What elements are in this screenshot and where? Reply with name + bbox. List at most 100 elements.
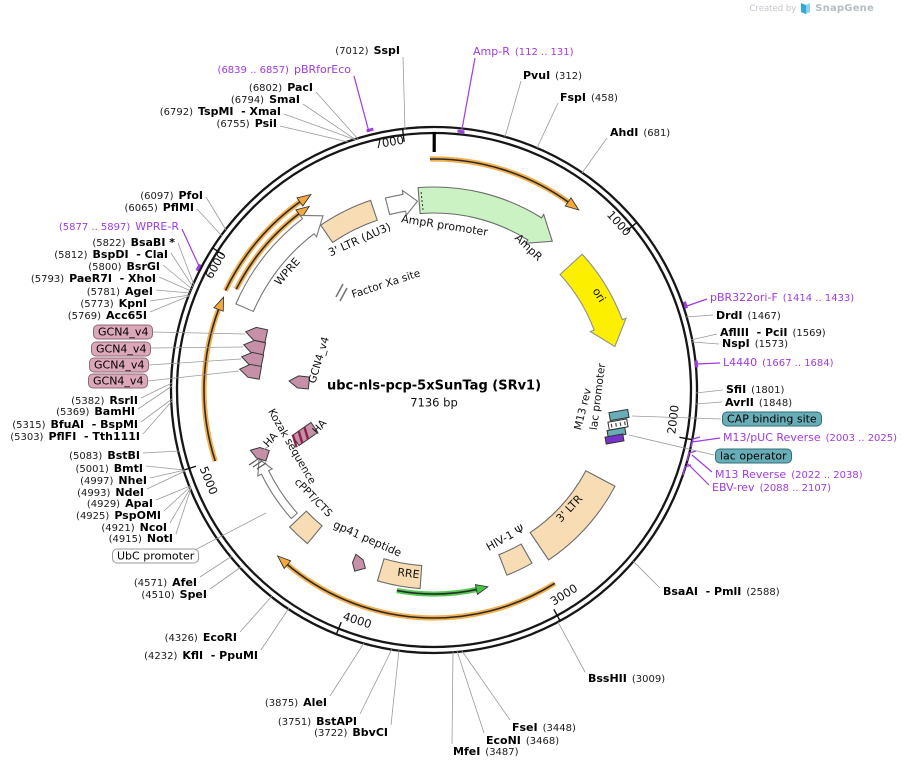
enzyme-label-part: BamHI xyxy=(94,405,135,418)
enzyme-label-part: (2022 .. 2038) xyxy=(791,470,863,481)
callout-BsaAI-PmlI xyxy=(632,560,661,589)
callout-NcoI xyxy=(169,486,192,524)
enzyme-label-part: WPRE-R xyxy=(135,220,179,233)
enzyme-label-part: (4510) xyxy=(141,590,175,601)
enzyme-label-part: EBV-rev xyxy=(712,481,755,494)
enzyme-label-part: KpnI xyxy=(118,297,147,310)
enzyme-label-part: (5781) xyxy=(86,287,121,298)
kozak-tick xyxy=(256,462,267,470)
callout-pBR322ori-F xyxy=(683,298,708,308)
enzyme-label-BbvCI: (3722) BbvCI xyxy=(314,724,388,740)
amp-r-mark xyxy=(457,129,465,134)
enzyme-label-TspMI-XmaI: (6792) TspMI - XmaI xyxy=(160,103,281,119)
enzyme-label-KpnI: (5773) KpnI xyxy=(80,295,147,311)
callout-AhdI xyxy=(581,137,608,174)
callout-KpnI xyxy=(149,294,191,302)
enzyme-label-NcoI: (4921) NcoI xyxy=(101,519,167,535)
enzyme-label-BspDI-ClaI: (5812) BspDI - ClaI xyxy=(54,246,168,262)
enzyme-label-BfuAI-BspMI: (5315) BfuAI - BspMI xyxy=(12,416,138,432)
plasmid-size: 7136 bp xyxy=(410,395,458,410)
ha-connector xyxy=(261,445,270,452)
enzyme-label-part: NotI xyxy=(146,532,173,545)
cap-binding-site-feature xyxy=(608,408,630,422)
gcn4-arrow-4 xyxy=(238,363,263,380)
enzyme-label-DrdI: DrdI (1467) xyxy=(716,307,781,323)
enzyme-label-part: (1573) xyxy=(754,339,788,350)
snapgene-watermark: Created by SnapGene xyxy=(749,2,874,15)
plasmid-title-block: ubc-nls-pcp-5xSunTag (SRv1) 7136 bp xyxy=(327,379,541,410)
callout-PflFI-Tth111I xyxy=(142,400,173,435)
enzyme-label-part: PflFI - Tth111I xyxy=(48,430,140,443)
enzyme-label-part: TspMI - XmaI xyxy=(197,105,281,118)
ori-label: ori xyxy=(590,286,609,305)
tick-mark xyxy=(401,128,405,142)
orf-top-head xyxy=(564,197,580,211)
enzyme-label-NdeI: (4993) NdeI xyxy=(77,484,144,500)
enzyme-label-part: (5793) xyxy=(30,274,65,285)
ha-connector xyxy=(309,431,319,437)
enzyme-label-part: FseI xyxy=(512,721,538,734)
enzyme-label-part: M13 Reverse xyxy=(715,468,787,481)
enzyme-label-part: (4915) xyxy=(108,534,142,545)
callout-PsiI xyxy=(279,125,349,143)
enzyme-label-part: (6802) xyxy=(248,83,283,94)
enzyme-label-part: NheI xyxy=(118,474,147,487)
callout-M13 Reverse xyxy=(691,454,713,473)
enzyme-label-NotI: (4915) NotI xyxy=(109,530,173,546)
cppt-cts-band xyxy=(288,510,323,545)
tick-mark xyxy=(212,247,224,256)
callout-PacI xyxy=(315,91,359,140)
orf-upper-left-outer-head xyxy=(296,193,312,207)
enzyme-label-BsrGI: (5800) BsrGI xyxy=(88,258,160,274)
enzyme-label-part: (6794) xyxy=(230,95,265,106)
callout-Acc65I xyxy=(149,295,190,313)
enzyme-label-RsrII: (5382) RsrII xyxy=(71,392,138,408)
callout-BstAPI xyxy=(359,648,393,715)
enzyme-label-part: (6839 .. 6857) xyxy=(217,65,289,76)
enzyme-label-part: (5769) xyxy=(67,311,102,322)
callout-CAP binding site xyxy=(631,415,722,420)
tick-mark xyxy=(626,221,638,232)
enzyme-label-part: (1801) xyxy=(751,385,785,396)
callout-BstBI xyxy=(142,450,180,454)
plasmid-backbone-outer xyxy=(169,125,699,655)
enzyme-label-FspI: FspI (458) xyxy=(560,89,618,105)
callout-NdeI xyxy=(146,470,186,490)
enzyme-label-AgeI: (5781) AgeI xyxy=(87,283,153,299)
enzyme-label-part: PvuI xyxy=(523,69,551,82)
enzyme-label-part: PaeR7I - XhoI xyxy=(69,272,156,285)
pbrforeco-mark xyxy=(366,127,374,133)
enzyme-label-AflIII-PciI: AflIII - PciI (1569) xyxy=(720,324,826,340)
callout-GCN4_v4 xyxy=(148,358,242,366)
callout-pBRforEco xyxy=(353,75,370,133)
tick-label-7000: 7000 xyxy=(374,133,405,152)
callout-PflMI xyxy=(196,208,223,237)
enzyme-label-part: (2003 .. 2025) xyxy=(825,433,898,444)
rre-band xyxy=(376,558,423,590)
enzyme-label-M13/pUC Reverse: M13/pUC Reverse (2003 .. 2025) xyxy=(723,429,897,445)
factor-xa-tick xyxy=(339,287,348,302)
gcn4-arrow-2 xyxy=(242,339,267,357)
gcn4-arrow-1 xyxy=(244,326,269,344)
enzyme-label-part: (3009) xyxy=(631,674,666,685)
enzyme-label-part: (5773) xyxy=(80,299,114,310)
enzyme-label-Amp-R: Amp-R (112 .. 131) xyxy=(473,43,574,59)
enzyme-label-PfoI: (6097) PfoI xyxy=(140,187,203,203)
kozak-tick xyxy=(252,460,263,468)
enzyme-label-part: DrdI xyxy=(716,309,743,322)
feature-box-label-gcn4-v4: GCN4_v4 xyxy=(91,341,152,356)
enzyme-label-part: (681) xyxy=(643,128,671,139)
enzyme-label-part: (1569) xyxy=(792,328,826,339)
enzyme-label-part: (3448) xyxy=(542,723,576,734)
enzyme-label-part: KflI - PpuMI xyxy=(182,649,258,662)
enzyme-label-part: BbvCI xyxy=(352,726,388,739)
enzyme-label-EBV-rev: EBV-rev (2088 .. 2107) xyxy=(712,479,831,495)
enzyme-label-part: (1414 .. 1433) xyxy=(782,293,855,304)
gcn4-arrow-3 xyxy=(240,351,265,369)
enzyme-label-part: (3875) xyxy=(264,698,299,709)
callout-NheI xyxy=(149,469,186,479)
enzyme-label-BsaAI-PmlI: BsaAI - PmlI (2588) xyxy=(663,583,780,599)
enzyme-label-BmtI: (5001) BmtI xyxy=(76,460,143,476)
enzyme-label-part: EcoRI xyxy=(202,631,237,644)
